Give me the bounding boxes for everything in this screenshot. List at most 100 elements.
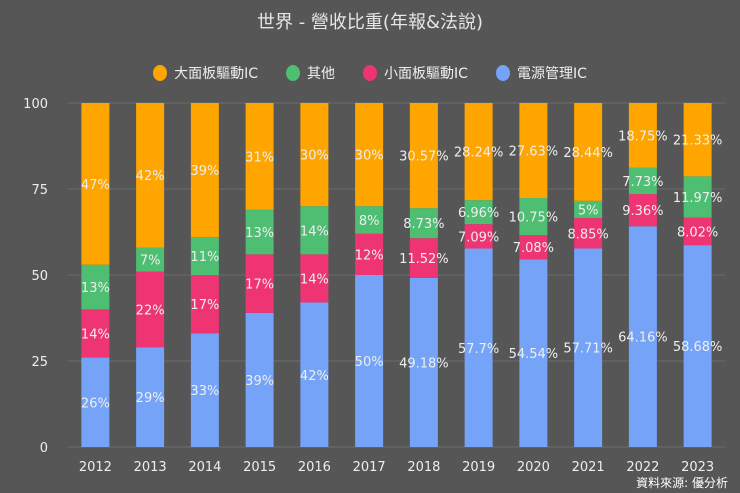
chart-title: 世界 - 營收比重(年報&法說) xyxy=(256,12,484,33)
bar-segment xyxy=(683,245,712,447)
data-label: 31% xyxy=(245,150,274,165)
data-label: 14% xyxy=(300,224,329,239)
bar-segment xyxy=(81,309,110,358)
data-label: 10.75% xyxy=(509,211,559,226)
data-label: 33% xyxy=(190,384,219,399)
bar-segment xyxy=(574,218,603,249)
bar-segment xyxy=(409,208,438,239)
data-label: 28.24% xyxy=(454,146,504,161)
data-label: 57.7% xyxy=(458,342,499,357)
y-tick-label: 100 xyxy=(23,97,48,112)
bar-segment xyxy=(519,198,548,236)
x-tick-label: 2014 xyxy=(188,460,221,475)
bar-segment xyxy=(190,333,219,447)
bar-segment xyxy=(245,209,274,255)
x-tick-label: 2017 xyxy=(353,460,386,475)
bar-segment xyxy=(355,206,384,234)
source-note: 資料來源: 優分析 xyxy=(636,476,728,490)
y-tick-label: 75 xyxy=(31,183,48,198)
data-label: 26% xyxy=(81,396,110,411)
bar-segment xyxy=(574,103,603,201)
data-label: 58.68% xyxy=(673,340,723,355)
bar-segment xyxy=(355,233,384,275)
data-label: 42% xyxy=(300,369,329,384)
x-tick-label: 2023 xyxy=(681,460,714,475)
data-label: 57.71% xyxy=(563,342,613,357)
data-label: 13% xyxy=(81,281,110,296)
data-label: 14% xyxy=(81,327,110,342)
bar-segment xyxy=(136,247,165,272)
bar-segment xyxy=(355,103,384,207)
bar-segment xyxy=(190,275,219,334)
bar-segment xyxy=(628,167,657,195)
bar-segment xyxy=(245,312,274,447)
data-label: 7.08% xyxy=(513,241,554,256)
bar-segment xyxy=(628,194,657,227)
bar-segment xyxy=(245,254,274,313)
bar-segment xyxy=(464,248,493,447)
x-tick-label: 2015 xyxy=(243,460,276,475)
bar-segment xyxy=(574,200,603,219)
y-tick-label: 25 xyxy=(31,355,48,370)
bar-segment xyxy=(81,264,110,310)
bar-segment xyxy=(190,103,219,238)
data-label: 14% xyxy=(300,272,329,287)
bar-segment xyxy=(300,302,329,447)
data-label: 7.09% xyxy=(458,230,499,245)
data-label: 7.73% xyxy=(622,175,663,190)
data-label: 39% xyxy=(190,164,219,179)
x-tick-label: 2021 xyxy=(572,460,605,475)
data-label: 11.52% xyxy=(399,252,449,267)
legend-item[interactable]: 大面板驅動IC xyxy=(153,63,258,83)
data-label: 29% xyxy=(136,391,165,406)
bar-segment xyxy=(683,103,712,177)
bar-segment xyxy=(300,254,329,303)
bar-segment xyxy=(683,217,712,246)
bar-segment xyxy=(409,277,438,447)
bar-segment xyxy=(628,226,657,447)
legend-marker-icon xyxy=(286,65,301,81)
x-tick-label: 2013 xyxy=(134,460,167,475)
data-label: 27.63% xyxy=(509,145,559,160)
bar-segment xyxy=(300,206,329,255)
x-tick-label: 2018 xyxy=(407,460,440,475)
bar-segment xyxy=(300,103,329,207)
x-tick-label: 2020 xyxy=(517,460,550,475)
bar-segment xyxy=(136,271,165,348)
bar-segment xyxy=(574,248,603,447)
data-label: 11% xyxy=(190,250,219,265)
legend-marker-icon xyxy=(495,65,510,81)
legend-marker-icon xyxy=(153,65,168,81)
legend-item[interactable]: 其他 xyxy=(286,63,335,83)
data-label: 30% xyxy=(300,149,329,164)
bar-segment xyxy=(136,103,165,248)
legend-item[interactable]: 電源管理IC xyxy=(495,63,587,83)
data-label: 5% xyxy=(578,203,599,218)
legend-label: 小面板驅動IC xyxy=(384,66,468,82)
data-label: 7% xyxy=(140,254,161,269)
data-label: 22% xyxy=(136,303,165,318)
x-tick-label: 2016 xyxy=(298,460,331,475)
legend-item[interactable]: 小面板驅動IC xyxy=(363,63,468,83)
bar-segment xyxy=(464,224,493,249)
x-tick-label: 2019 xyxy=(462,460,495,475)
y-tick-label: 50 xyxy=(31,269,48,284)
bar-segment xyxy=(464,103,493,201)
data-label: 30% xyxy=(355,149,384,164)
bar-segment xyxy=(683,176,712,218)
bar-segment xyxy=(628,103,657,168)
data-label: 54.54% xyxy=(509,347,559,362)
data-label: 18.75% xyxy=(618,129,668,144)
data-label: 11.97% xyxy=(673,191,723,206)
data-label: 17% xyxy=(190,298,219,313)
bar-segment xyxy=(409,103,438,209)
data-label: 50% xyxy=(355,355,384,370)
data-label: 21.33% xyxy=(673,134,723,149)
legend-label: 其他 xyxy=(307,66,336,82)
bar-segment xyxy=(519,259,548,447)
bar-segment xyxy=(81,103,110,265)
legend: 大面板驅動IC 其他 小面板驅動IC 電源管理IC xyxy=(0,63,740,83)
bar-segment xyxy=(245,103,274,210)
data-label: 13% xyxy=(245,226,274,241)
